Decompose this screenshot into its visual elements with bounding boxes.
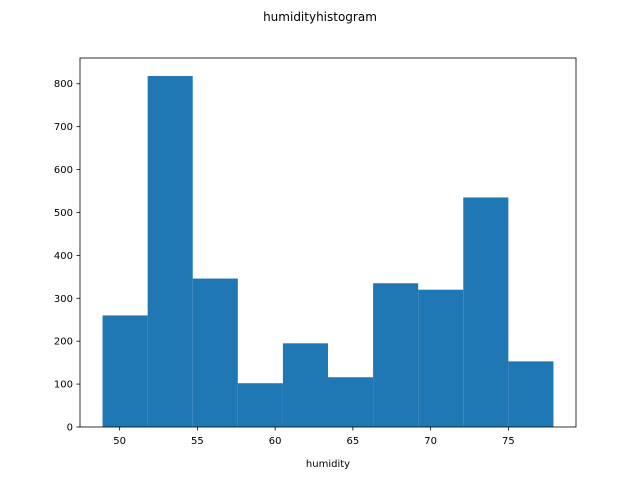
y-tick-label-0: 0 — [67, 423, 73, 434]
y-tick-label-1: 100 — [54, 380, 73, 391]
chart-title: humidityhistogram — [263, 10, 377, 24]
x-tick-label-5: 75 — [502, 436, 515, 447]
histogram-bar-2 — [192, 278, 238, 427]
histogram-bar-6 — [373, 283, 419, 427]
x-tick-label-2: 60 — [269, 436, 282, 447]
y-tick-label-8: 800 — [54, 79, 73, 90]
y-tick-label-5: 500 — [54, 208, 73, 219]
y-tick-label-4: 400 — [54, 251, 73, 262]
x-tick-label-1: 55 — [191, 436, 204, 447]
histogram-bar-4 — [282, 343, 328, 427]
bars-group — [102, 76, 554, 427]
histogram-bar-5 — [328, 377, 374, 427]
histogram-bar-1 — [147, 76, 193, 427]
histogram-bar-8 — [463, 197, 509, 427]
histogram-bar-7 — [418, 289, 464, 427]
y-tick-label-7: 700 — [54, 122, 73, 133]
y-tick-label-6: 600 — [54, 165, 73, 176]
histogram-bar-9 — [508, 361, 554, 427]
x-tick-label-0: 50 — [113, 436, 126, 447]
histogram-bar-0 — [102, 315, 148, 427]
x-tick-label-4: 70 — [424, 436, 437, 447]
y-tick-label-3: 300 — [54, 294, 73, 305]
plot-frame — [79, 57, 577, 428]
histogram-bar-3 — [237, 383, 283, 427]
y-axis-ticks: 0 100 200 300 400 500 600 700 800 — [54, 79, 80, 434]
y-tick-label-2: 200 — [54, 337, 73, 348]
x-axis-ticks: 50 55 60 65 70 75 — [113, 427, 515, 447]
x-tick-label-3: 65 — [347, 436, 360, 447]
x-axis-label: humidity — [306, 459, 350, 470]
